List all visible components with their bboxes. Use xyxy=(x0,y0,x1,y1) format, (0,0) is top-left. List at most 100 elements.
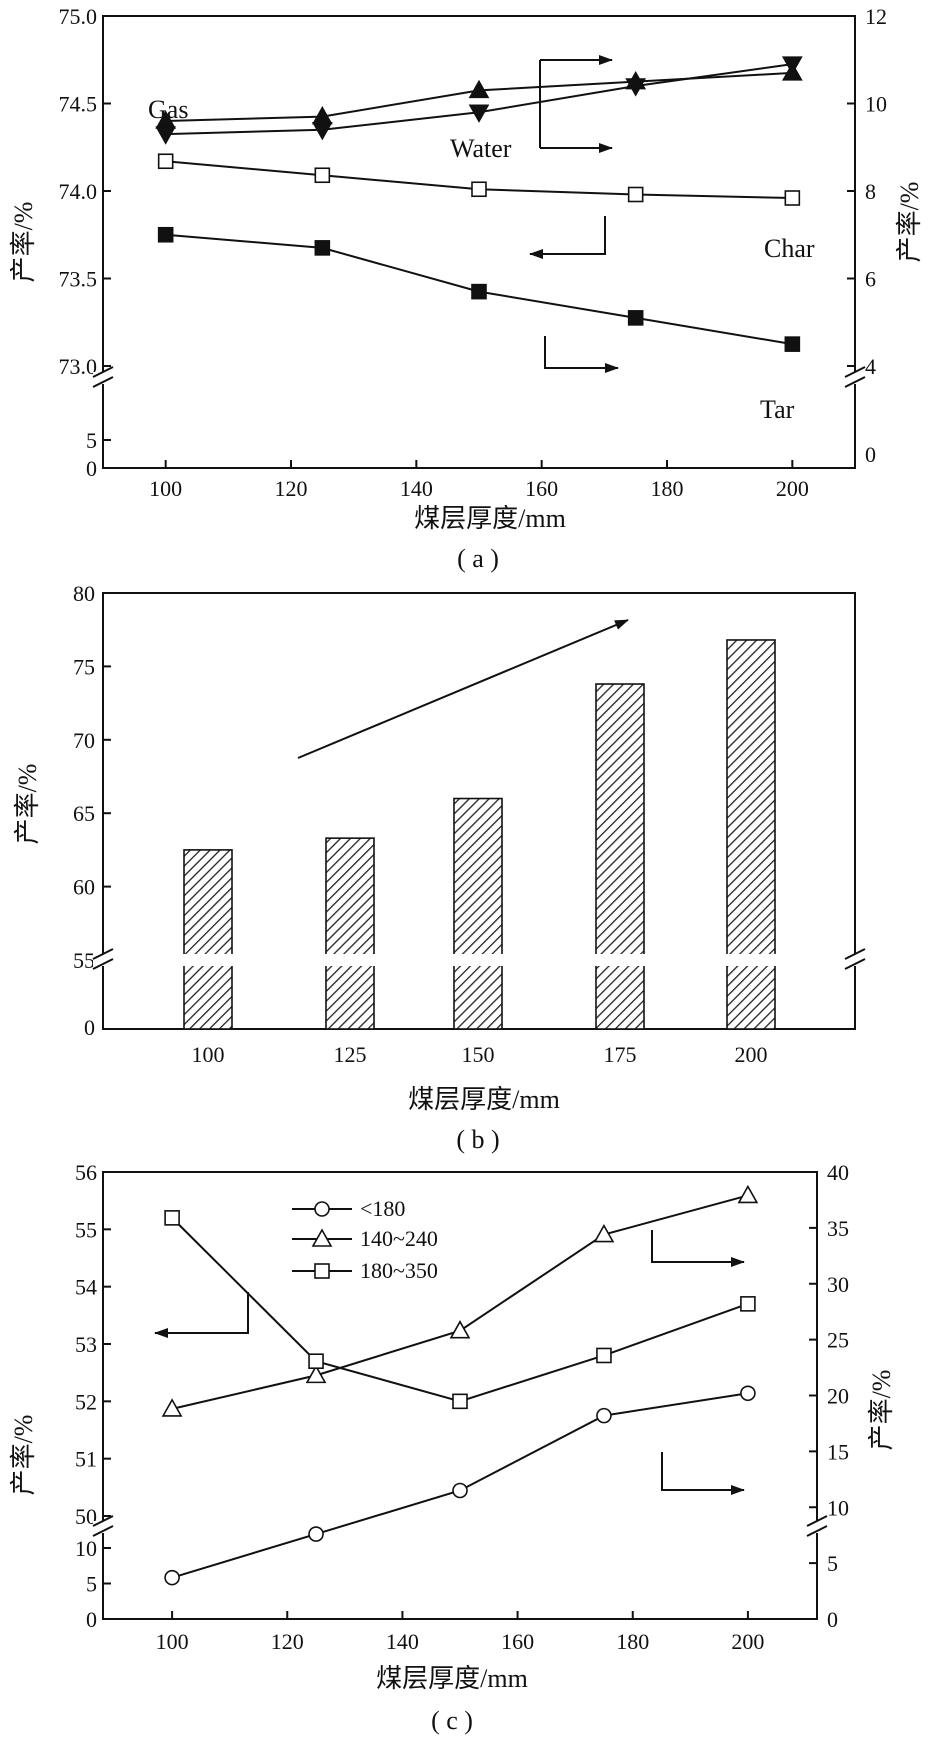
panel-c-ylabel-left: 产率/% xyxy=(9,1415,38,1496)
panel-a-ylabel-right: 产率/% xyxy=(895,182,924,263)
label-water: Water xyxy=(450,134,512,163)
a-yr-label-4: 12 xyxy=(865,4,887,29)
series-c1-point-4 xyxy=(737,1184,759,1204)
b-ylabel-4: 75 xyxy=(73,654,95,679)
c-yr-label-4: 20 xyxy=(827,1384,849,1409)
c-yl-label-6: 56 xyxy=(75,1160,97,1185)
b-ylabel-1: 60 xyxy=(73,875,95,900)
legend-entry-2: 140~240 xyxy=(360,1226,438,1251)
arrow-increase-trend xyxy=(297,619,629,759)
arrow-tar-right xyxy=(544,336,619,373)
b-xtick-label-4: 200 xyxy=(735,1042,768,1067)
c-yl-label-5: 55 xyxy=(75,1217,97,1242)
label-gas: Gas xyxy=(148,95,188,124)
c-yr-label-3: 15 xyxy=(827,1439,849,1464)
series-a3-point-2 xyxy=(471,283,487,300)
a-yr-label-2: 8 xyxy=(865,179,876,204)
arrow-char-left xyxy=(529,216,606,259)
panel-c-axes: 100 120 140 160 180 2005051525354555605100510… xyxy=(75,1160,849,1654)
c-yl-label-1: 51 xyxy=(75,1447,97,1472)
panel-a: 100 120 140 160 180 20073.073.574.074.575.005… xyxy=(9,4,924,573)
b-ylabel-0: 55 xyxy=(73,948,95,973)
a-xtick-label-0: 100 xyxy=(149,476,182,501)
panel-b-ylabel: 产率/% xyxy=(13,764,42,845)
arrow-series1-right xyxy=(661,1452,745,1495)
c-xtick-label-2: 140 xyxy=(386,1629,419,1654)
a-yr-label-3: 10 xyxy=(865,92,887,117)
b-xtick-label-1: 125 xyxy=(334,1042,367,1067)
panel-c-label: ( c ) xyxy=(431,1706,473,1735)
a-yl-label-0: 73.0 xyxy=(59,354,98,379)
a-xtick-label-1: 120 xyxy=(275,476,308,501)
b-break-slash-a-0 xyxy=(92,948,114,960)
series-a1-point-0 xyxy=(155,126,177,145)
series-c1-point-0 xyxy=(161,1398,183,1417)
c-break-slash-b-0 xyxy=(92,1525,114,1537)
a-yl-low-label-1: 5 xyxy=(86,428,97,453)
series-a1-point-2 xyxy=(468,104,490,123)
a-xtick-label-3: 160 xyxy=(525,476,558,501)
a-yl-label-3: 74.5 xyxy=(59,92,98,117)
series-c1-point-1 xyxy=(305,1364,327,1384)
b-break-gap xyxy=(104,954,854,966)
series-a1-point-3 xyxy=(625,78,647,97)
bar-0 xyxy=(183,849,233,1030)
series-c2-point-1 xyxy=(308,1353,324,1369)
series-a1-point-1 xyxy=(311,121,333,141)
b-xtick-label-2: 150 xyxy=(462,1042,495,1067)
c-xtick-label-4: 180 xyxy=(616,1629,649,1654)
bar-2 xyxy=(453,797,503,1030)
a-break-slash-b-1 xyxy=(844,376,866,388)
a-break-slash-a-0 xyxy=(92,366,114,378)
b-ylow-label-0: 0 xyxy=(84,1015,95,1040)
c-break-slash-a-0 xyxy=(92,1515,114,1527)
c-yr-label-5: 25 xyxy=(827,1328,849,1353)
panel-c-series xyxy=(161,1184,759,1586)
legend-marker-0 xyxy=(314,1201,330,1217)
series-c2-point-2 xyxy=(452,1393,468,1410)
arrow-series3-left xyxy=(154,1292,249,1338)
panel-c: 100 120 140 160 180 2005051525354555605100510… xyxy=(9,1160,896,1735)
c-yl-label-4: 54 xyxy=(75,1275,97,1300)
a-yr-low-label-0: 0 xyxy=(865,442,876,467)
series-c0-point-4 xyxy=(740,1385,756,1402)
series-a2-point-3 xyxy=(627,186,644,203)
series-c2-point-0 xyxy=(164,1210,180,1226)
label-char: Char xyxy=(764,234,815,263)
series-a1-point-4 xyxy=(781,56,803,75)
c-break-slash-b-1 xyxy=(806,1525,828,1537)
panel-b: 55 60 65 70 75 80 0 100 125 150 175 200 煤层厚度/mm 产率/… xyxy=(13,581,866,1154)
c-yr-label-6: 30 xyxy=(827,1272,849,1297)
a-yl-label-2: 74.0 xyxy=(59,179,98,204)
c-xtick-label-1: 120 xyxy=(271,1629,304,1654)
a-xtick-label-4: 180 xyxy=(651,476,684,501)
panel-b-bars xyxy=(104,639,854,1030)
series-c0-point-2 xyxy=(452,1482,468,1499)
panel-c-legend: <180 140~240 180~350 xyxy=(292,1196,438,1283)
c-yl-low-label-2: 10 xyxy=(75,1536,97,1561)
b-ylabel-2: 65 xyxy=(73,801,95,826)
a-yl-label-1: 73.5 xyxy=(59,267,98,292)
b-break-slash-a-1 xyxy=(844,948,866,960)
c-yr-label-0: 0 xyxy=(827,1607,838,1632)
a-xtick-label-2: 140 xyxy=(400,476,433,501)
b-break-slash-b-1 xyxy=(844,958,866,970)
series-a3-point-0 xyxy=(157,226,174,243)
c-yr-label-8: 40 xyxy=(827,1160,849,1185)
b-xtick-label-0: 100 xyxy=(192,1042,225,1067)
series-a2-point-2 xyxy=(471,181,487,198)
b-break-slash-b-0 xyxy=(92,958,114,970)
panel-a-axes: 100 120 140 160 180 20073.073.574.074.575.005… xyxy=(59,4,888,501)
b-ylabel-3: 70 xyxy=(73,728,95,753)
c-break-slash-a-1 xyxy=(806,1515,828,1527)
c-yl-label-2: 52 xyxy=(75,1389,97,1414)
c-yl-low-label-1: 5 xyxy=(86,1572,97,1597)
panel-a-frame xyxy=(102,15,856,469)
series-a3-point-1 xyxy=(314,240,331,256)
series-line-c1 xyxy=(171,1194,749,1410)
series-c2-point-4 xyxy=(740,1296,756,1312)
arrow-series2-right xyxy=(651,1230,745,1267)
legend-entry-3: 180~350 xyxy=(360,1258,438,1283)
a-yr-label-1: 6 xyxy=(865,267,876,292)
